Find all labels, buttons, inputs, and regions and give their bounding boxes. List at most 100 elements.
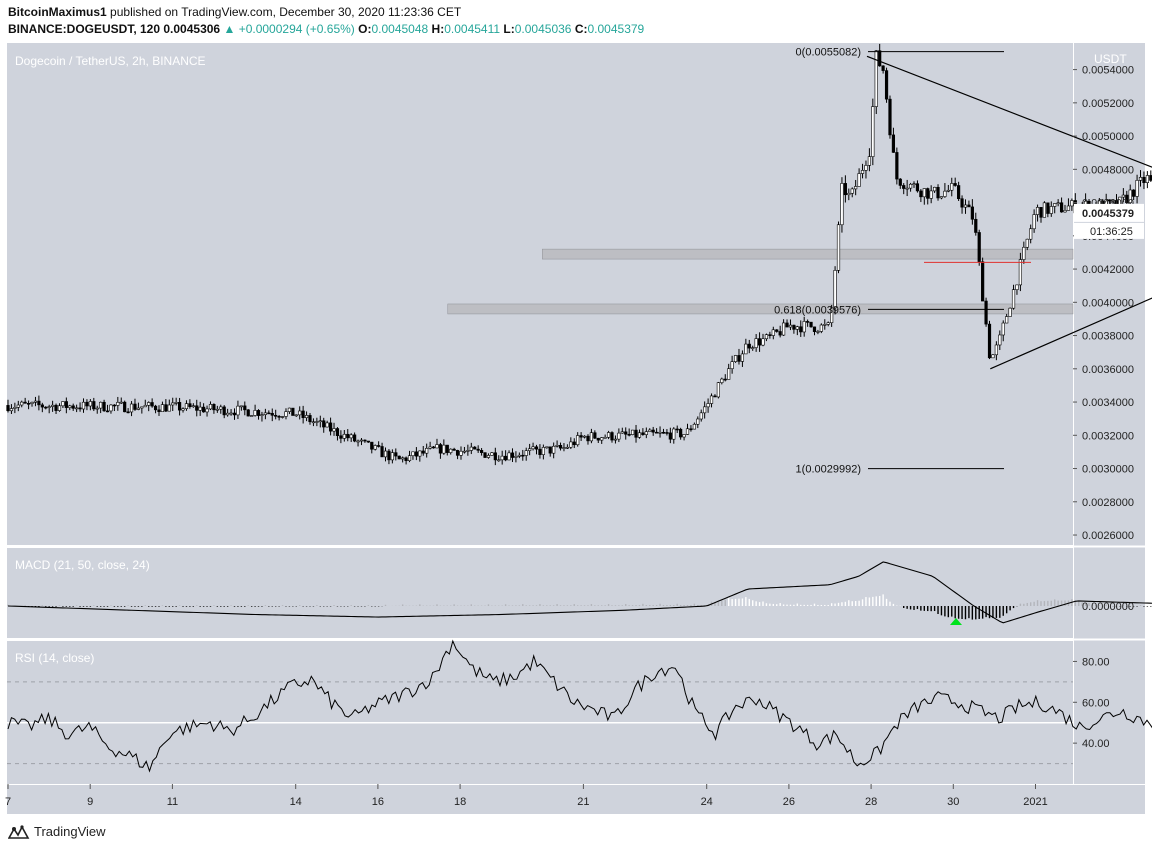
candle-body xyxy=(637,432,642,438)
countdown-badge xyxy=(1074,222,1144,239)
candle-body xyxy=(778,331,782,336)
candle-body xyxy=(157,409,161,413)
candle-body xyxy=(181,408,185,411)
macd-zero-label: 0.0000000 xyxy=(1082,601,1134,613)
candle-body xyxy=(435,444,439,449)
candle-body xyxy=(81,401,86,410)
candle-body xyxy=(936,186,940,199)
candle-body xyxy=(311,421,316,424)
candle-body xyxy=(668,432,672,440)
candle-body xyxy=(534,446,539,450)
candle-body xyxy=(44,406,48,409)
triangle-lower-line[interactable] xyxy=(990,236,1152,370)
candle-body xyxy=(1108,199,1112,202)
candle-body xyxy=(438,444,443,454)
price-axis-tick-label: 0.0050000 xyxy=(1082,131,1134,143)
candle-body xyxy=(212,404,216,411)
candle-body xyxy=(703,406,707,414)
last-price: 0.0045306 xyxy=(163,22,221,36)
candle-body xyxy=(1035,207,1040,215)
candle-body xyxy=(195,405,199,411)
horizontal-zone[interactable] xyxy=(447,303,1074,315)
candle-body xyxy=(16,404,20,408)
candle-body xyxy=(854,186,858,190)
candle-body xyxy=(655,431,659,434)
candle-body xyxy=(939,196,944,199)
candle-body xyxy=(239,405,243,408)
candle-body xyxy=(229,412,233,415)
candle-body xyxy=(13,406,17,409)
candle-body xyxy=(377,445,381,447)
candle-body xyxy=(40,404,44,408)
candle-body xyxy=(624,431,628,435)
candle-body xyxy=(1008,307,1012,317)
candle-body xyxy=(929,190,933,199)
candle-body xyxy=(658,431,662,434)
candle-body xyxy=(816,331,820,333)
candle-body xyxy=(1025,238,1029,248)
candle-body xyxy=(987,323,992,359)
candle-body xyxy=(1056,202,1060,205)
candle-body xyxy=(747,343,751,349)
candle-body xyxy=(998,334,1002,346)
candle-body xyxy=(373,445,377,450)
price-axis-tick-label: 0.0036000 xyxy=(1082,364,1134,376)
time-axis-tick-label: 2021 xyxy=(1023,796,1047,808)
candle-body xyxy=(9,408,14,412)
candle-body xyxy=(57,405,62,411)
candle-body xyxy=(112,404,116,407)
candle-body xyxy=(75,407,79,410)
candle-body xyxy=(651,429,655,433)
candle-body xyxy=(768,334,772,336)
candle-body xyxy=(449,448,453,453)
candle-body xyxy=(517,454,521,457)
candle-body xyxy=(902,185,906,189)
open-value: 0.0045048 xyxy=(371,22,429,36)
candle-body xyxy=(799,326,803,333)
main-pane-title: Dogecoin / TetherUS, 2h, BINANCE xyxy=(15,54,206,68)
candle-body xyxy=(445,444,449,453)
candle-body xyxy=(68,405,72,408)
candle-body xyxy=(298,410,302,416)
candle-body xyxy=(984,300,988,325)
candle-body xyxy=(284,411,288,417)
candle-body xyxy=(586,435,590,442)
horizontal-zone[interactable] xyxy=(542,248,1074,260)
candle-body xyxy=(562,447,566,449)
candle-body xyxy=(819,324,823,332)
candle-body xyxy=(630,429,635,435)
candle-body xyxy=(71,405,75,409)
candle-body xyxy=(589,432,594,442)
candle-body xyxy=(401,457,405,460)
candle-body xyxy=(723,378,727,381)
time-axis-tick-label: 16 xyxy=(372,796,384,808)
candle-body xyxy=(634,429,638,438)
rsi-axis-tick-label: 80.00 xyxy=(1082,656,1110,668)
candle-body xyxy=(277,416,281,418)
triangle-upper-line[interactable] xyxy=(866,55,1152,222)
candle-body xyxy=(1049,206,1053,214)
macd-pane-title: MACD (21, 50, close, 24) xyxy=(15,558,150,572)
author-name[interactable]: BitcoinMaximus1 xyxy=(8,5,107,19)
candle-body xyxy=(552,445,556,454)
candle-body xyxy=(603,436,607,439)
last-price-badge-label: 0.0045379 xyxy=(1082,208,1134,220)
candle-body xyxy=(757,338,762,346)
candle-body xyxy=(342,433,346,439)
buy-signal-arrow-icon xyxy=(950,618,962,625)
candle-body xyxy=(497,459,501,462)
candle-body xyxy=(867,156,871,166)
candle-body xyxy=(1111,200,1115,202)
candle-body xyxy=(679,428,683,438)
candle-body xyxy=(912,183,916,185)
price-change: +0.0000294 (+0.65%) xyxy=(238,22,355,36)
candle-body xyxy=(531,446,535,450)
tradingview-logo[interactable]: TradingView xyxy=(8,824,106,839)
candle-body xyxy=(318,420,322,423)
candle-body xyxy=(1063,210,1067,213)
candle-body xyxy=(442,444,446,454)
candle-body xyxy=(473,446,477,450)
time-axis-tick-label: 30 xyxy=(947,796,959,808)
macd-line xyxy=(7,561,1152,624)
